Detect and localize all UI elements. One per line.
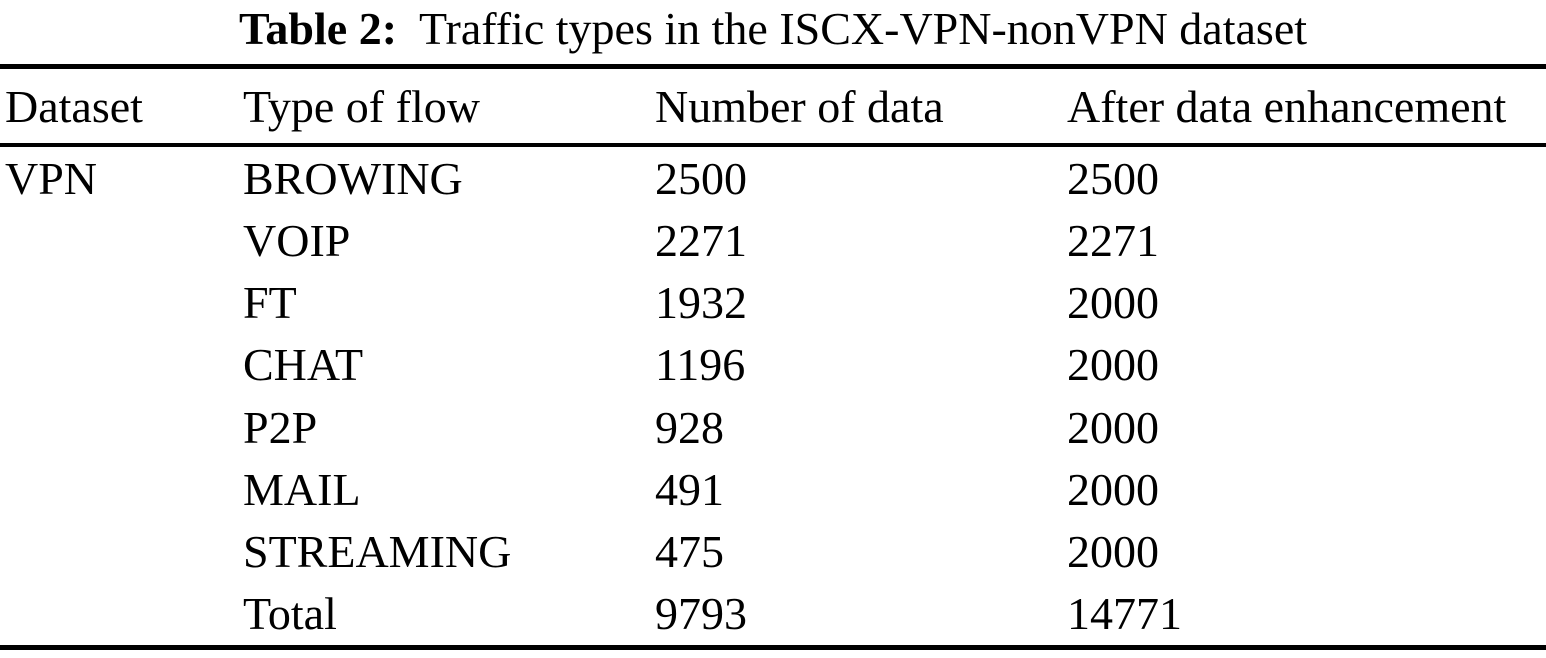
cell-after-data-enhancement: 2000 <box>1067 339 1159 391</box>
table-row: FT 1932 2000 <box>5 272 1546 334</box>
cell-type-of-flow: CHAT <box>243 339 364 391</box>
cell-after-data-enhancement: 2000 <box>1067 526 1159 578</box>
table-row: VPN BROWING 2500 2500 <box>5 147 1546 209</box>
table-row: P2P 928 2000 <box>5 396 1546 458</box>
table-header-rule <box>0 143 1546 147</box>
cell-after-data-enhancement: 2000 <box>1067 401 1159 453</box>
column-header-dataset: Dataset <box>5 80 143 132</box>
cell-number-of-data: 928 <box>655 401 724 453</box>
cell-after-data-enhancement: 2000 <box>1067 463 1159 515</box>
cell-type-of-flow: BROWING <box>243 152 463 204</box>
column-header-number-of-data: Number of data <box>655 80 944 132</box>
cell-type-of-flow: STREAMING <box>243 526 512 578</box>
cell-number-of-data: 491 <box>655 463 724 515</box>
cell-number-of-data: 1196 <box>655 339 746 391</box>
table-caption-text: Traffic types in the ISCX-VPN-nonVPN dat… <box>419 3 1308 54</box>
column-header-after-data-enhancement: After data enhancement <box>1067 80 1507 132</box>
table-row: STREAMING 475 2000 <box>5 521 1546 583</box>
table-row: VOIP 2271 2271 <box>5 209 1546 271</box>
cell-type-of-flow: Total <box>243 588 337 640</box>
cell-type-of-flow: MAIL <box>243 463 361 515</box>
cell-number-of-data: 2500 <box>655 152 747 204</box>
table-top-rule <box>0 64 1546 69</box>
cell-dataset: VPN <box>5 152 98 204</box>
table-bottom-rule <box>0 645 1546 650</box>
table-caption-label: Table 2: <box>238 3 398 54</box>
table-header-row: Dataset Type of flow Number of data Afte… <box>0 69 1546 143</box>
cell-type-of-flow: P2P <box>243 401 318 453</box>
cell-after-data-enhancement: 2000 <box>1067 277 1159 329</box>
table-body: VPN BROWING 2500 2500 VOIP 2271 2271 FT … <box>0 147 1546 645</box>
table-caption: Table 2: Traffic types in the ISCX-VPN-no… <box>0 0 1546 58</box>
cell-number-of-data: 1932 <box>655 277 747 329</box>
column-header-type-of-flow: Type of flow <box>243 80 480 132</box>
cell-number-of-data: 9793 <box>655 588 747 640</box>
cell-after-data-enhancement: 14771 <box>1067 588 1182 640</box>
table-row: Total 9793 14771 <box>5 583 1546 645</box>
cell-number-of-data: 2271 <box>655 214 747 266</box>
cell-after-data-enhancement: 2500 <box>1067 152 1159 204</box>
cell-type-of-flow: VOIP <box>243 214 351 266</box>
table-row: CHAT 1196 2000 <box>5 334 1546 396</box>
cell-type-of-flow: FT <box>243 277 297 329</box>
cell-number-of-data: 475 <box>655 526 724 578</box>
cell-after-data-enhancement: 2271 <box>1067 214 1159 266</box>
table-row: MAIL 491 2000 <box>5 458 1546 520</box>
